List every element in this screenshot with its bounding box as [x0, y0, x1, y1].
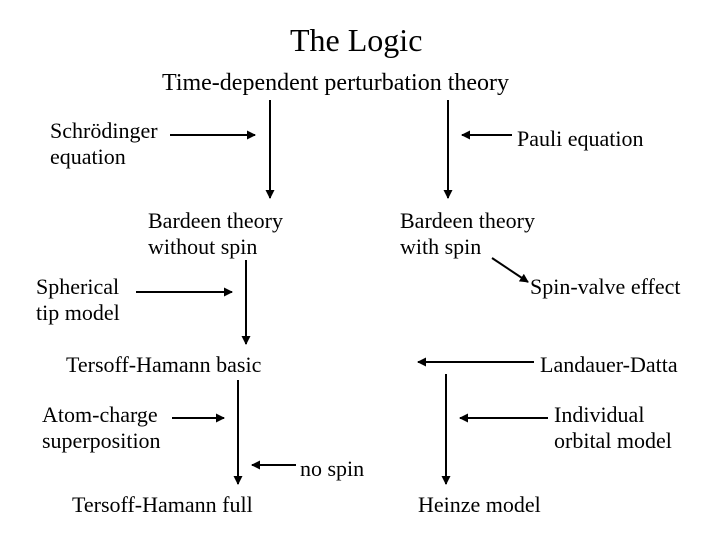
- arrow-bardeen-spin-to-spinvalve: [492, 258, 528, 282]
- arrow-layer: [0, 0, 720, 540]
- diagram-canvas: The Logic Time-dependent perturbation th…: [0, 0, 720, 540]
